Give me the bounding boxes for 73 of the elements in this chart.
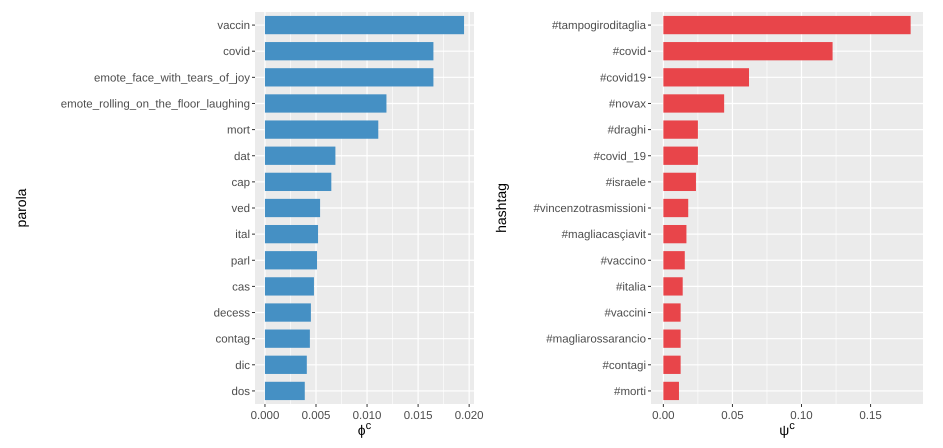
y-tick-label: #tampogiroditaglia (552, 20, 647, 32)
y-tick-label: dos (231, 386, 250, 398)
bar (264, 146, 336, 165)
y-tick-label: #vaccini (604, 308, 646, 320)
y-tick-label: #magliarossarancio (546, 334, 646, 346)
y-tick-label: dic (235, 360, 250, 372)
bar (663, 330, 681, 348)
bar (663, 120, 698, 139)
x-tick-label: 0.00 (652, 410, 675, 422)
y-tick-label: emote_face_with_tears_of_joy (94, 72, 250, 84)
bar (264, 94, 386, 113)
y-tick-label: #vaccino (600, 255, 646, 268)
bar (663, 146, 698, 165)
x-tick-label: 0.010 (352, 410, 382, 422)
y-tick-label: #novax (608, 98, 646, 110)
x-tick-label: 0.000 (250, 410, 280, 422)
bar (663, 277, 683, 296)
x-tick-label: 0.15 (859, 410, 882, 422)
bar (264, 224, 318, 244)
bar (264, 16, 464, 34)
y-tick-label: #israele (606, 176, 646, 189)
bar (264, 172, 332, 192)
y-tick-label: #contagi (602, 360, 646, 372)
bar (663, 68, 750, 86)
bar (663, 303, 681, 322)
y-tick-label: ital (235, 229, 250, 242)
y-tick-label: parl (230, 255, 250, 268)
bar (663, 172, 696, 192)
y-tick-label: vaccin (217, 20, 250, 32)
y-tick-label: ved (231, 203, 250, 216)
y-axis-title: parola (13, 188, 29, 228)
x-tick-label: 0.05 (721, 410, 744, 422)
x-axis-title: ϕ$^{c}$ (358, 420, 372, 438)
bar (264, 330, 310, 348)
x-tick-label: 0.10 (790, 410, 813, 422)
bar (663, 382, 679, 400)
bar (663, 16, 911, 34)
bar (663, 42, 833, 60)
bar (264, 382, 305, 400)
y-tick-label: #vincenzotrasmissioni (534, 203, 646, 216)
y-axis-title: hashtag (493, 183, 509, 233)
y-tick-label: contag (215, 334, 250, 346)
y-tick-label: #magliacasçiavit (562, 229, 647, 242)
x-tick-label: 0.020 (454, 410, 484, 422)
bar (264, 198, 320, 218)
bar (264, 356, 307, 374)
x-tick-label: 0.005 (302, 410, 330, 422)
bar (663, 198, 688, 218)
bar (264, 68, 434, 86)
bar (264, 42, 434, 60)
y-tick-label: #covid (612, 46, 646, 58)
y-tick-label: cas (232, 281, 250, 294)
bar (264, 277, 314, 296)
x-axis-title: ψ$^{c}$ (779, 420, 796, 438)
y-tick-label: decess (214, 308, 250, 320)
y-tick-label: #covid_19 (594, 150, 646, 163)
bar (663, 251, 685, 270)
y-tick-label: cap (231, 176, 250, 189)
y-tick-label: dat (234, 150, 251, 163)
bar (264, 120, 378, 139)
y-tick-label: covid (223, 46, 250, 58)
y-tick-label: #morti (614, 386, 646, 398)
bar (264, 303, 311, 322)
bar (663, 94, 724, 113)
y-tick-label: #covid19 (600, 72, 646, 84)
y-tick-label: #draghi (608, 124, 646, 137)
bar (663, 224, 686, 244)
bar (663, 356, 681, 374)
y-tick-label: mort (227, 124, 251, 137)
bar (264, 251, 318, 270)
y-tick-label: emote_rolling_on_the_floor_laughing (60, 98, 250, 110)
x-tick-label: 0.015 (404, 410, 432, 422)
y-tick-label: #italia (616, 281, 647, 294)
